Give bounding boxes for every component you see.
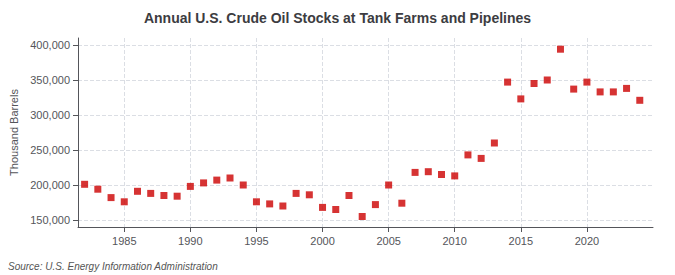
svg-text:1985: 1985 (112, 235, 136, 247)
svg-text:2000: 2000 (310, 235, 334, 247)
svg-text:2015: 2015 (509, 235, 533, 247)
svg-text:1990: 1990 (178, 235, 202, 247)
svg-text:2020: 2020 (575, 235, 599, 247)
svg-text:400,000: 400,000 (30, 39, 70, 51)
svg-text:150,000: 150,000 (30, 214, 70, 226)
svg-text:250,000: 250,000 (30, 144, 70, 156)
svg-text:200,000: 200,000 (30, 179, 70, 191)
svg-text:Thousand Barrels: Thousand Barrels (8, 89, 20, 176)
svg-text:300,000: 300,000 (30, 109, 70, 121)
svg-text:Source: U.S. Energy Informatio: Source: U.S. Energy Information Administ… (8, 261, 218, 272)
svg-text:350,000: 350,000 (30, 74, 70, 86)
svg-text:2010: 2010 (442, 235, 466, 247)
svg-text:2005: 2005 (376, 235, 400, 247)
svg-text:1995: 1995 (244, 235, 268, 247)
svg-text:Annual U.S. Crude Oil Stocks a: Annual U.S. Crude Oil Stocks at Tank Far… (144, 10, 531, 26)
